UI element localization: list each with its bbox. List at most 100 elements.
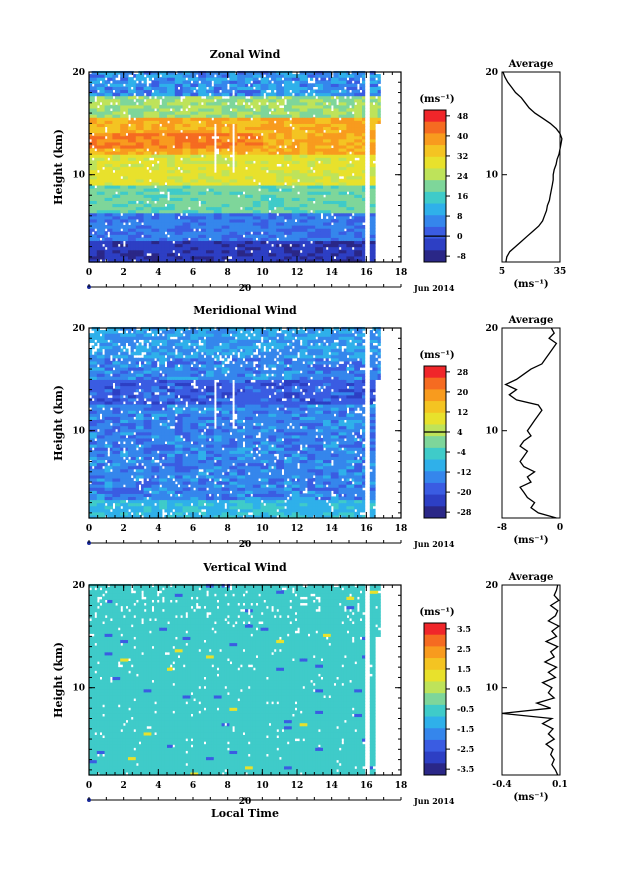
heatmap-cell xyxy=(122,141,126,146)
heatmap-cell xyxy=(245,129,249,134)
heatmap-cell xyxy=(258,104,262,109)
heatmap-cell xyxy=(265,212,269,217)
heatmap-cell xyxy=(141,206,145,211)
heatmap-cell xyxy=(198,249,202,254)
heatmap-cell xyxy=(263,243,267,248)
heatmap-cell xyxy=(174,225,178,229)
heatmap-cell xyxy=(143,234,147,238)
heatmap-cell xyxy=(107,184,111,189)
heatmap-cell xyxy=(206,252,210,257)
heatmap-cell xyxy=(263,98,267,103)
heatmap-cell xyxy=(177,92,181,97)
heatmap-cell xyxy=(159,172,163,177)
heatmap-cell xyxy=(200,80,204,84)
heatmap-cell xyxy=(135,228,139,232)
heatmap-cell xyxy=(198,160,202,164)
heatmap-cell xyxy=(135,181,139,186)
heatmap-cell xyxy=(102,203,106,208)
heatmap-cell xyxy=(237,221,241,226)
heatmap-cell xyxy=(232,203,236,208)
heatmap-cell xyxy=(115,151,119,155)
heatmap-cell xyxy=(117,104,121,109)
heatmap-cell xyxy=(148,191,152,195)
heatmap-cell xyxy=(120,117,124,121)
heatmap-cell xyxy=(167,246,171,251)
heatmap-cell xyxy=(213,246,217,251)
heatmap-cell xyxy=(260,191,264,195)
heatmap-cell xyxy=(247,89,251,94)
heatmap-cell xyxy=(237,203,241,208)
heatmap-cell xyxy=(245,203,249,208)
heatmap-cell xyxy=(146,246,150,251)
heatmap-cell xyxy=(156,138,160,143)
heatmap-cell xyxy=(221,200,225,205)
heatmap-cell xyxy=(229,215,233,220)
heatmap-cell xyxy=(206,101,210,106)
heatmap-cell xyxy=(128,240,132,245)
heatmap-cell xyxy=(208,107,212,112)
heatmap-cell xyxy=(146,151,150,155)
heatmap-cell xyxy=(138,225,142,229)
heatmap-cell xyxy=(130,215,134,220)
heatmap-cell xyxy=(252,104,256,109)
heatmap-cell xyxy=(200,160,204,164)
heatmap-cell xyxy=(263,184,267,189)
heatmap-cell xyxy=(141,114,145,118)
heatmap-cell xyxy=(224,240,228,245)
heatmap-cell xyxy=(260,77,264,81)
heatmap-cell xyxy=(182,228,186,232)
heatmap-cell xyxy=(198,209,202,214)
heatmap-cell xyxy=(193,172,197,177)
heatmap-cell xyxy=(164,114,168,118)
heatmap-cell xyxy=(156,83,160,87)
heatmap-cell xyxy=(239,83,243,87)
heatmap-cell xyxy=(224,178,228,183)
heatmap-cell xyxy=(148,194,152,198)
heatmap-cell xyxy=(234,111,238,115)
heatmap-cell xyxy=(182,200,186,205)
heatmap-cell xyxy=(203,117,207,121)
heatmap-cell xyxy=(174,132,178,137)
heatmap-cell xyxy=(239,154,243,158)
heatmap-cell xyxy=(213,218,217,223)
heatmap-cell xyxy=(242,141,246,146)
heatmap-cell xyxy=(229,225,233,229)
heatmap-cell xyxy=(180,80,184,84)
heatmap-cell xyxy=(232,221,236,226)
heatmap-cell xyxy=(91,135,95,140)
heatmap-cell xyxy=(107,148,111,152)
heatmap-cell xyxy=(138,154,142,158)
heatmap-cell xyxy=(247,172,251,177)
heatmap-cell xyxy=(99,191,103,195)
heatmap-cell xyxy=(169,80,173,84)
heatmap-cell xyxy=(109,83,113,87)
heatmap-cell xyxy=(219,258,223,263)
heatmap-cell xyxy=(109,172,113,177)
heatmap-cell xyxy=(159,225,163,229)
heatmap-cell xyxy=(117,92,121,97)
heatmap-cell xyxy=(161,141,165,146)
heatmap-cell xyxy=(182,117,186,121)
heatmap-cell xyxy=(112,172,116,177)
heatmap-cell xyxy=(182,111,186,115)
heatmap-cell xyxy=(125,234,129,238)
heatmap-cell xyxy=(117,163,121,168)
heatmap-cell xyxy=(151,215,155,220)
heatmap-cell xyxy=(203,126,207,131)
heatmap-cell xyxy=(180,231,184,235)
heatmap-cell xyxy=(198,89,202,94)
heatmap-cell xyxy=(169,160,173,164)
heatmap-cell xyxy=(120,157,124,161)
heatmap-cell xyxy=(211,203,215,208)
heatmap-cell xyxy=(167,98,171,103)
heatmap-cell xyxy=(229,74,233,78)
heatmap-cell xyxy=(219,104,223,109)
heatmap-cell xyxy=(99,83,103,87)
heatmap-cell xyxy=(130,209,134,214)
heatmap-cell xyxy=(185,154,189,158)
heatmap-cell xyxy=(226,172,230,177)
heatmap-cell xyxy=(190,166,194,171)
heatmap-cell xyxy=(242,237,246,242)
heatmap-cell xyxy=(229,151,233,155)
heatmap-cell xyxy=(125,117,129,121)
